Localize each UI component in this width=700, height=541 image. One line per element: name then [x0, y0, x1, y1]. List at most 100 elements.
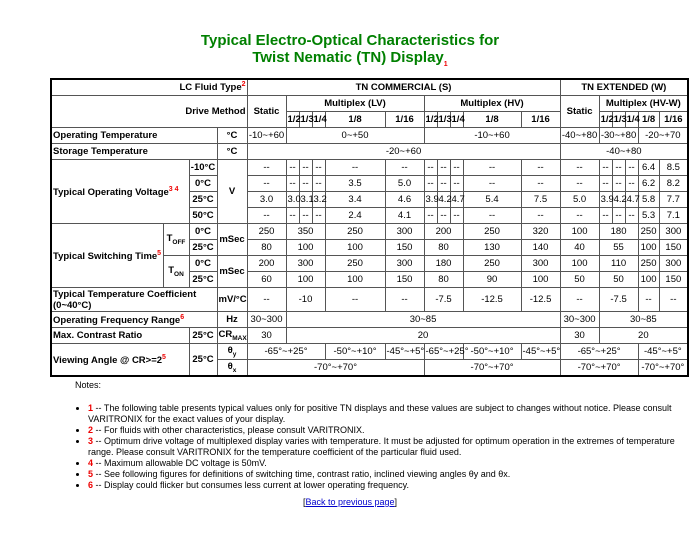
label-cell: -10°C [188, 159, 218, 176]
value-cell: -12.5 [462, 287, 522, 312]
note-number: 5 [88, 469, 94, 479]
label-cell: 1/2 [598, 111, 614, 128]
label-cell: 1/16 [658, 111, 689, 128]
note-number: 6 [88, 480, 94, 490]
value-cell: -- [637, 287, 660, 312]
value-cell: 250 [246, 223, 287, 240]
subscript: MAX [232, 334, 247, 342]
subscript: x [232, 366, 237, 374]
value-cell: 100 [285, 239, 326, 256]
value-cell: -- [611, 159, 626, 176]
value-cell: 300 [384, 223, 425, 240]
label-cell: mSec [216, 255, 248, 288]
value-cell: 200 [423, 223, 464, 240]
value-cell: -- [246, 207, 287, 224]
value-cell: -- [423, 159, 438, 176]
value-cell: 50 [598, 271, 639, 288]
value-cell: 100 [285, 271, 326, 288]
value-cell: 200 [246, 255, 287, 272]
label-cell: Operating Frequency Range6 [50, 311, 218, 328]
value-cell: -10~+60 [246, 127, 287, 144]
value-cell: 3.4 [324, 191, 386, 208]
value-cell: 300 [658, 255, 689, 272]
value-cell: -- [311, 175, 326, 192]
table-row: 1/2 1/3 1/4 1/8 1/16 1/2 1/3 1/4 1/8 1/16 1/2 1/3 1/… [51, 111, 689, 128]
value-cell: -- [520, 207, 561, 224]
cell-text: θ [227, 361, 233, 373]
value-cell: -- [246, 175, 287, 192]
value-cell: 3.0 [246, 191, 287, 208]
table-row: Max. Contrast Ratio 25°C CRMAX 30 20 30 20 [50, 327, 689, 344]
value-cell: 300 [658, 223, 689, 240]
value-cell: -- [246, 159, 287, 176]
label-cell: 1/2 [423, 111, 439, 128]
label-cell: 1/3 [611, 111, 627, 128]
value-cell: 7.7 [658, 191, 689, 208]
value-cell: -12.5 [520, 287, 561, 312]
title: Typical Electro-Optical Characteristics … [0, 32, 700, 73]
label-cell: mV/°C [216, 287, 248, 312]
table-row: Typical Temperature Coefficient (0~40°C)… [50, 287, 689, 312]
back-link[interactable]: Back to previous page [305, 497, 395, 507]
value-cell: -- [624, 175, 639, 192]
value-cell: -- [285, 175, 300, 192]
cell-text: T [168, 265, 175, 277]
value-cell: 300 [384, 255, 425, 272]
value-cell: 30~300 [246, 311, 287, 328]
value-cell: -- [436, 175, 451, 192]
title-text: Twist Nematic (TN) Display [252, 49, 444, 66]
subscript: y [232, 350, 237, 358]
value-cell: 110 [598, 255, 639, 272]
label-cell: TON [162, 255, 190, 288]
value-cell: 100 [559, 223, 600, 240]
value-cell: -45°~+5° [637, 343, 689, 360]
value-cell: 50 [559, 271, 600, 288]
label-cell: 1/8 [324, 111, 386, 128]
value-cell: -- [311, 207, 326, 224]
value-cell: 80 [423, 239, 464, 256]
value-cell: -- [598, 159, 613, 176]
table-row: Drive Method Static Multiplex (LV) Multiple… [50, 95, 689, 128]
value-cell: 250 [637, 255, 660, 272]
value-cell: 3.9 [598, 191, 614, 208]
table-row: Storage Temperature °C -20~+60 -40~+80 [50, 143, 689, 160]
label-cell: 25°C [188, 271, 218, 288]
value-cell: -10 [285, 287, 326, 312]
label-cell: 1/3 [436, 111, 452, 128]
value-cell: -- [298, 175, 313, 192]
value-cell: 2.4 [324, 207, 386, 224]
note-text: -- Display could flicker but consumes le… [95, 480, 410, 490]
value-cell: -65°~+25° [423, 343, 469, 360]
value-cell: -50°~+10° [462, 343, 522, 360]
label-cell: 1/8 [462, 111, 522, 128]
label-cell: Viewing Angle @ CR>=25 [50, 343, 190, 377]
note-item: 4 -- Maximum allowable DC voltage is 50m… [88, 458, 675, 469]
value-cell: 250 [324, 223, 386, 240]
value-cell: 40 [559, 239, 600, 256]
value-cell: -- [559, 207, 600, 224]
value-cell: -- [559, 159, 600, 176]
label-cell: 25°C [188, 343, 218, 377]
cell-text: CR [218, 329, 233, 341]
label-cell: Multiplex (HV) [423, 95, 561, 112]
value-cell: -- [384, 159, 425, 176]
value-cell: -- [462, 175, 522, 192]
title-line: Twist Nematic (TN) Display1 [0, 49, 700, 73]
note-text: -- Optimum drive voltage of multiplexed … [88, 436, 675, 457]
value-cell: 3.5 [324, 175, 386, 192]
table-row: TON 0°C mSec 200 300 250 300 180 250 300 100 110 250… [51, 255, 689, 288]
value-cell: 130 [462, 239, 522, 256]
subscript: ON [174, 270, 184, 278]
value-cell: 3.1 [298, 191, 314, 208]
value-cell: -- [311, 159, 326, 176]
value-cell: 250 [324, 255, 386, 272]
value-cell: 4.2 [611, 191, 627, 208]
value-cell: 4.6 [384, 191, 425, 208]
note-number: 2 [88, 425, 94, 435]
footnote-ref: 5 [157, 250, 162, 258]
value-cell: -- [624, 207, 639, 224]
value-cell: 30~85 [285, 311, 561, 328]
value-cell: -- [298, 159, 313, 176]
table-row: Viewing Angle @ CR>=25 25°C θy -65°~+25° -50… [50, 343, 689, 377]
label-cell: 50°C [188, 207, 218, 224]
